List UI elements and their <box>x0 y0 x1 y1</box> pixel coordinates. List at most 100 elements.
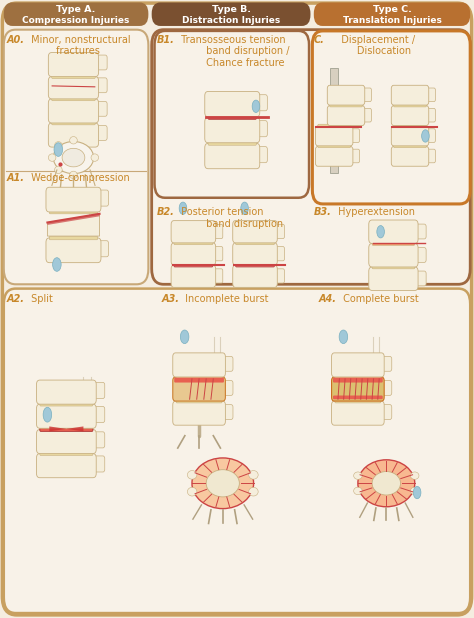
FancyBboxPatch shape <box>233 221 277 243</box>
FancyBboxPatch shape <box>173 401 226 425</box>
FancyBboxPatch shape <box>274 247 284 261</box>
FancyBboxPatch shape <box>205 117 260 143</box>
Ellipse shape <box>54 143 63 156</box>
FancyBboxPatch shape <box>174 263 213 267</box>
FancyBboxPatch shape <box>95 101 107 116</box>
Ellipse shape <box>413 486 421 499</box>
FancyBboxPatch shape <box>330 68 338 173</box>
FancyBboxPatch shape <box>174 241 213 245</box>
Ellipse shape <box>43 407 52 422</box>
FancyBboxPatch shape <box>48 53 99 77</box>
Polygon shape <box>47 214 100 236</box>
FancyBboxPatch shape <box>221 357 233 371</box>
FancyBboxPatch shape <box>95 125 107 140</box>
Ellipse shape <box>206 470 239 497</box>
FancyBboxPatch shape <box>391 146 428 166</box>
Text: Distraction Injuries: Distraction Injuries <box>182 16 280 25</box>
FancyBboxPatch shape <box>152 30 470 284</box>
FancyBboxPatch shape <box>393 124 427 127</box>
FancyBboxPatch shape <box>205 91 260 117</box>
FancyBboxPatch shape <box>92 432 105 448</box>
Text: B2.: B2. <box>156 207 174 217</box>
Text: Minor, nonstructural
         fractures: Minor, nonstructural fractures <box>28 35 131 56</box>
Ellipse shape <box>339 330 348 344</box>
FancyBboxPatch shape <box>36 404 96 428</box>
FancyBboxPatch shape <box>331 377 384 401</box>
FancyBboxPatch shape <box>369 243 418 267</box>
FancyBboxPatch shape <box>176 399 222 403</box>
FancyBboxPatch shape <box>393 104 427 107</box>
FancyBboxPatch shape <box>173 353 226 377</box>
FancyBboxPatch shape <box>415 224 426 239</box>
FancyBboxPatch shape <box>95 78 107 93</box>
Text: A4.: A4. <box>319 294 337 303</box>
FancyBboxPatch shape <box>52 121 95 125</box>
FancyBboxPatch shape <box>426 108 435 122</box>
Ellipse shape <box>377 226 384 238</box>
Ellipse shape <box>249 488 258 496</box>
FancyBboxPatch shape <box>233 243 277 265</box>
FancyBboxPatch shape <box>97 240 109 257</box>
FancyBboxPatch shape <box>92 407 105 423</box>
FancyBboxPatch shape <box>330 104 362 107</box>
FancyBboxPatch shape <box>49 210 98 214</box>
FancyBboxPatch shape <box>327 85 365 105</box>
FancyBboxPatch shape <box>372 242 415 245</box>
FancyBboxPatch shape <box>208 141 256 145</box>
FancyBboxPatch shape <box>380 405 392 420</box>
FancyBboxPatch shape <box>171 265 216 287</box>
FancyBboxPatch shape <box>92 456 105 472</box>
FancyBboxPatch shape <box>372 265 415 269</box>
Text: Type B.: Type B. <box>211 5 251 14</box>
FancyBboxPatch shape <box>331 401 384 425</box>
Ellipse shape <box>422 130 429 142</box>
FancyBboxPatch shape <box>426 129 435 142</box>
FancyBboxPatch shape <box>393 145 427 148</box>
FancyBboxPatch shape <box>331 353 384 377</box>
FancyBboxPatch shape <box>171 243 216 265</box>
FancyBboxPatch shape <box>391 106 428 125</box>
FancyBboxPatch shape <box>318 145 350 148</box>
FancyBboxPatch shape <box>212 269 223 283</box>
FancyBboxPatch shape <box>274 224 284 239</box>
Ellipse shape <box>187 470 197 479</box>
FancyBboxPatch shape <box>49 236 98 240</box>
FancyBboxPatch shape <box>391 85 428 105</box>
Text: A1.: A1. <box>7 173 25 183</box>
FancyBboxPatch shape <box>415 271 426 286</box>
Text: Type C.: Type C. <box>373 5 411 14</box>
Text: Transosseous tension
         band disruption /
         Chance fracture: Transosseous tension band disruption / C… <box>178 35 289 68</box>
Text: Incomplete burst: Incomplete burst <box>182 294 269 303</box>
Text: Displacement /
       Dislocation: Displacement / Dislocation <box>335 35 415 56</box>
FancyBboxPatch shape <box>256 146 267 163</box>
FancyBboxPatch shape <box>316 146 353 166</box>
Text: B1.: B1. <box>156 35 174 44</box>
FancyBboxPatch shape <box>362 88 371 101</box>
Text: Compression Injuries: Compression Injuries <box>22 16 130 25</box>
FancyBboxPatch shape <box>256 121 267 137</box>
FancyBboxPatch shape <box>40 402 93 406</box>
FancyBboxPatch shape <box>95 55 107 70</box>
FancyBboxPatch shape <box>2 3 472 615</box>
FancyBboxPatch shape <box>221 405 233 420</box>
FancyBboxPatch shape <box>391 126 428 146</box>
Ellipse shape <box>410 487 419 494</box>
Polygon shape <box>49 426 83 431</box>
FancyBboxPatch shape <box>208 115 256 119</box>
Ellipse shape <box>354 487 362 494</box>
Polygon shape <box>47 214 100 225</box>
FancyBboxPatch shape <box>314 2 470 26</box>
FancyBboxPatch shape <box>212 247 223 261</box>
FancyBboxPatch shape <box>333 378 383 383</box>
FancyBboxPatch shape <box>221 381 233 396</box>
Ellipse shape <box>70 137 77 144</box>
FancyBboxPatch shape <box>48 123 99 147</box>
FancyBboxPatch shape <box>152 2 310 26</box>
FancyBboxPatch shape <box>4 2 148 26</box>
FancyBboxPatch shape <box>155 31 309 198</box>
Ellipse shape <box>48 154 56 161</box>
Ellipse shape <box>192 458 254 509</box>
FancyBboxPatch shape <box>176 375 222 379</box>
Text: Wedge-compression: Wedge-compression <box>28 173 130 183</box>
FancyBboxPatch shape <box>426 88 435 101</box>
